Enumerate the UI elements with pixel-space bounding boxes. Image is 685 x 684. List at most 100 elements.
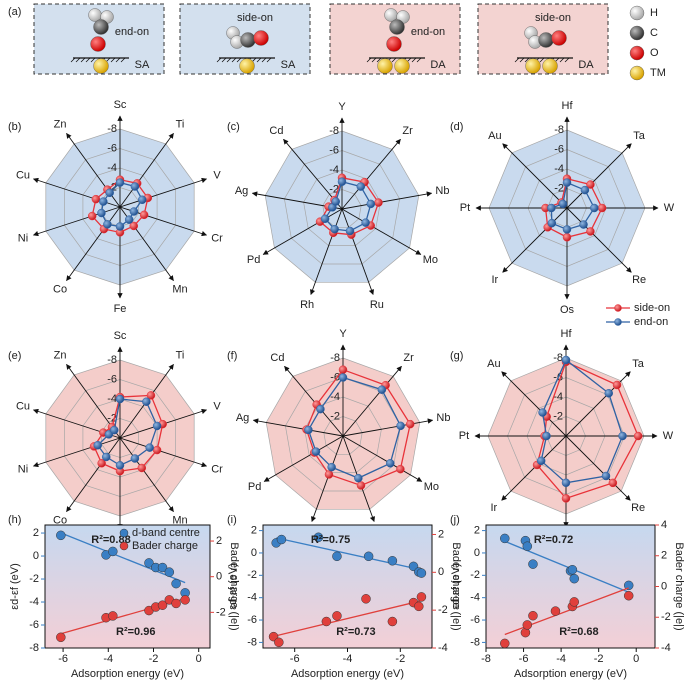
- r-tick-label: -6: [554, 143, 564, 155]
- hatch: [70, 57, 76, 63]
- data-point: [608, 478, 618, 488]
- grid-ring: [284, 150, 400, 265]
- data-point: [97, 458, 106, 468]
- spoke: [341, 208, 374, 296]
- spoke: [119, 437, 208, 468]
- data-point: [590, 203, 599, 213]
- legend-marker: [119, 541, 129, 551]
- data-point: [137, 463, 147, 473]
- category-label: Cd: [270, 352, 284, 364]
- category-label: Nb: [435, 185, 449, 197]
- hatch: [221, 57, 227, 63]
- r-tick-label: -6: [329, 144, 339, 156]
- category-label: Pt: [460, 202, 470, 214]
- spoke: [342, 418, 434, 437]
- data-point: [361, 218, 370, 227]
- category-label: Ni: [18, 463, 28, 475]
- data-point: [562, 233, 572, 242]
- data-point: [124, 215, 134, 224]
- x-tick-label: -2: [149, 653, 159, 665]
- legend-marker: [119, 528, 129, 538]
- hatch: [371, 57, 377, 63]
- grid-ring: [322, 189, 362, 228]
- data-point: [361, 594, 371, 604]
- data-point: [377, 385, 387, 394]
- data-point: [321, 616, 332, 627]
- hatch: [539, 57, 545, 63]
- binding-mode: end-on: [115, 26, 149, 38]
- y-tick-label: 0: [474, 547, 480, 559]
- data-point: [101, 452, 111, 462]
- data-point: [528, 610, 538, 621]
- r-tick-label: -4: [107, 393, 117, 405]
- data-point: [522, 620, 533, 630]
- category-label: Mo: [423, 254, 438, 266]
- y2-axis-label: Bader charge (|e|): [450, 542, 462, 630]
- legend-label: C: [650, 27, 658, 39]
- x-tick-label: -6: [519, 653, 529, 665]
- category-label: Mo: [424, 481, 439, 493]
- spoke: [66, 437, 121, 513]
- y2-tick-label: 2: [661, 550, 667, 562]
- fit-line: [60, 532, 186, 584]
- r-tick-label: -2: [554, 182, 564, 194]
- annotation: R²=0.72: [534, 534, 573, 546]
- data-point: [338, 365, 348, 374]
- y-tick-label: -6: [470, 614, 480, 626]
- spoke: [565, 435, 631, 501]
- site-type: DA: [578, 59, 594, 71]
- spoke: [32, 437, 121, 468]
- site-type: SA: [135, 59, 150, 71]
- data-point: [331, 197, 340, 206]
- data-point: [56, 530, 66, 541]
- category-label: Co: [53, 283, 67, 295]
- spoke: [66, 206, 121, 282]
- data-point: [561, 478, 571, 488]
- category-label: W: [664, 202, 675, 214]
- category-label: Nb: [436, 412, 450, 424]
- data-point: [354, 473, 363, 483]
- category-label: Zn: [54, 349, 67, 361]
- r-tick-label: -6: [107, 142, 117, 154]
- r-tick-label: -8: [553, 352, 563, 364]
- grid-ring: [285, 377, 401, 492]
- data-point: [115, 461, 125, 470]
- y-tick-label: -6: [247, 614, 257, 626]
- annotation: R²=0.96: [116, 626, 155, 638]
- legend-label: Bader charge: [132, 540, 198, 552]
- data-point: [103, 220, 112, 229]
- y2-axis-label: Bader charge (|e|): [673, 542, 685, 630]
- panel-label: (f): [227, 350, 237, 362]
- hatch: [416, 57, 422, 63]
- x-tick-label: -2: [395, 653, 405, 665]
- site-type: SA: [281, 59, 296, 71]
- data-point: [356, 182, 366, 191]
- legend-label: end-on: [634, 316, 668, 328]
- spoke: [32, 206, 121, 237]
- y2-tick-label: 0: [438, 566, 444, 578]
- atom: [538, 32, 554, 48]
- hatch: [411, 57, 417, 63]
- data-point: [316, 404, 325, 414]
- atom: [629, 5, 645, 21]
- panel-label: (h): [8, 514, 21, 526]
- data-point: [580, 185, 590, 195]
- spoke: [119, 177, 208, 208]
- category-label: Mn: [172, 283, 187, 295]
- category-label: Sc: [114, 330, 127, 342]
- category-label: Pd: [248, 481, 261, 493]
- data-point: [604, 389, 613, 398]
- data-point: [171, 598, 181, 609]
- grid-ring: [323, 416, 363, 455]
- y-tick-label: 2: [474, 524, 480, 536]
- atom: [629, 65, 645, 81]
- data-point: [337, 177, 347, 186]
- y-tick-label: -8: [29, 642, 39, 654]
- hatch: [80, 57, 86, 63]
- data-point: [152, 421, 162, 431]
- data-point: [145, 443, 154, 452]
- category-label: Y: [338, 101, 346, 113]
- category-label: Re: [632, 274, 646, 286]
- y-axis-label: εd-εf (eV): [227, 563, 239, 609]
- data-point: [416, 568, 427, 578]
